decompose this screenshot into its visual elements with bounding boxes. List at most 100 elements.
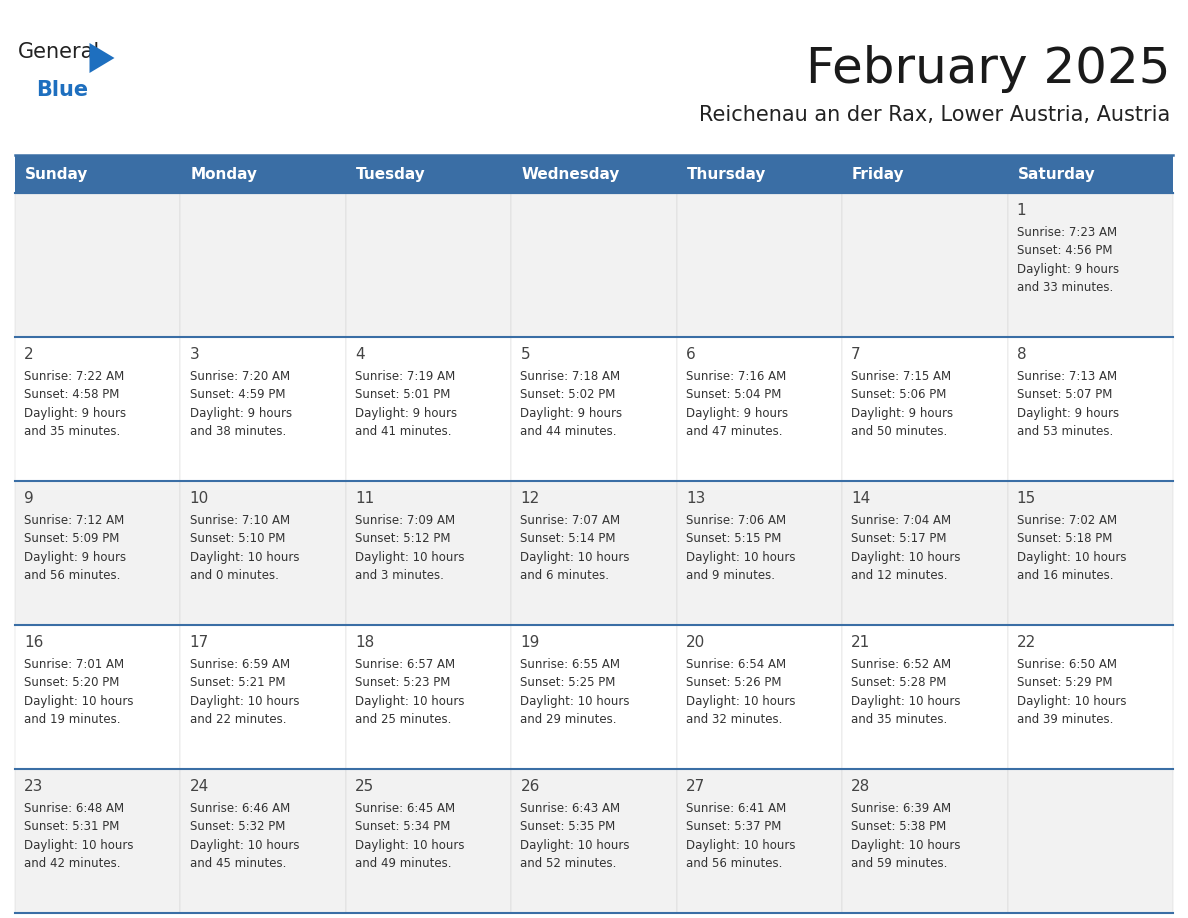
Text: Sunrise: 6:45 AM: Sunrise: 6:45 AM bbox=[355, 802, 455, 815]
Text: 8: 8 bbox=[1017, 347, 1026, 362]
Bar bbox=[677, 155, 842, 193]
Text: 20: 20 bbox=[685, 635, 704, 650]
Text: 9: 9 bbox=[24, 491, 33, 506]
Text: Sunrise: 7:02 AM: Sunrise: 7:02 AM bbox=[1017, 514, 1117, 527]
Text: and 35 minutes.: and 35 minutes. bbox=[24, 425, 120, 438]
Text: and 32 minutes.: and 32 minutes. bbox=[685, 713, 782, 726]
Text: and 41 minutes.: and 41 minutes. bbox=[355, 425, 451, 438]
Text: Sunset: 5:31 PM: Sunset: 5:31 PM bbox=[24, 821, 120, 834]
Text: Daylight: 10 hours: Daylight: 10 hours bbox=[24, 839, 133, 852]
Bar bbox=[1007, 155, 1173, 193]
Text: 18: 18 bbox=[355, 635, 374, 650]
Text: Daylight: 10 hours: Daylight: 10 hours bbox=[1017, 551, 1126, 564]
Bar bbox=[677, 625, 842, 769]
Bar bbox=[181, 155, 346, 193]
Text: Sunset: 4:56 PM: Sunset: 4:56 PM bbox=[1017, 244, 1112, 257]
Text: Sunset: 5:28 PM: Sunset: 5:28 PM bbox=[852, 677, 947, 689]
Text: Sunset: 5:34 PM: Sunset: 5:34 PM bbox=[355, 821, 450, 834]
Text: Sunset: 5:06 PM: Sunset: 5:06 PM bbox=[852, 388, 947, 401]
Bar bbox=[511, 337, 677, 481]
Bar bbox=[677, 193, 842, 337]
Text: Daylight: 9 hours: Daylight: 9 hours bbox=[24, 407, 126, 420]
Text: 3: 3 bbox=[190, 347, 200, 362]
Text: Sunset: 5:14 PM: Sunset: 5:14 PM bbox=[520, 532, 615, 545]
Text: Sunrise: 7:12 AM: Sunrise: 7:12 AM bbox=[24, 514, 125, 527]
Text: Sunrise: 7:06 AM: Sunrise: 7:06 AM bbox=[685, 514, 786, 527]
Text: and 59 minutes.: and 59 minutes. bbox=[852, 856, 948, 870]
Text: and 39 minutes.: and 39 minutes. bbox=[1017, 713, 1113, 726]
Text: and 6 minutes.: and 6 minutes. bbox=[520, 569, 609, 582]
Text: and 45 minutes.: and 45 minutes. bbox=[190, 856, 286, 870]
Text: and 19 minutes.: and 19 minutes. bbox=[24, 713, 121, 726]
Bar bbox=[677, 769, 842, 913]
Text: 4: 4 bbox=[355, 347, 365, 362]
Bar bbox=[346, 481, 511, 625]
Text: Daylight: 10 hours: Daylight: 10 hours bbox=[685, 551, 795, 564]
Text: Daylight: 10 hours: Daylight: 10 hours bbox=[1017, 695, 1126, 708]
Text: 13: 13 bbox=[685, 491, 706, 506]
Text: Sunset: 5:37 PM: Sunset: 5:37 PM bbox=[685, 821, 782, 834]
Text: and 49 minutes.: and 49 minutes. bbox=[355, 856, 451, 870]
Text: and 12 minutes.: and 12 minutes. bbox=[852, 569, 948, 582]
Bar bbox=[842, 625, 1007, 769]
Text: 21: 21 bbox=[852, 635, 871, 650]
Text: Daylight: 9 hours: Daylight: 9 hours bbox=[852, 407, 953, 420]
Bar bbox=[842, 481, 1007, 625]
Bar bbox=[677, 481, 842, 625]
Text: Sunset: 5:38 PM: Sunset: 5:38 PM bbox=[852, 821, 947, 834]
Text: 16: 16 bbox=[24, 635, 44, 650]
Text: 17: 17 bbox=[190, 635, 209, 650]
Bar bbox=[1007, 481, 1173, 625]
Text: Sunset: 5:02 PM: Sunset: 5:02 PM bbox=[520, 388, 615, 401]
Text: Saturday: Saturday bbox=[1017, 166, 1095, 182]
Text: 14: 14 bbox=[852, 491, 871, 506]
Text: Daylight: 10 hours: Daylight: 10 hours bbox=[520, 839, 630, 852]
Text: Sunrise: 7:04 AM: Sunrise: 7:04 AM bbox=[852, 514, 952, 527]
Bar bbox=[15, 481, 181, 625]
Text: Daylight: 9 hours: Daylight: 9 hours bbox=[685, 407, 788, 420]
Bar bbox=[1007, 193, 1173, 337]
Text: and 29 minutes.: and 29 minutes. bbox=[520, 713, 617, 726]
Text: 6: 6 bbox=[685, 347, 695, 362]
Text: 24: 24 bbox=[190, 779, 209, 794]
Text: Tuesday: Tuesday bbox=[355, 166, 425, 182]
Text: Blue: Blue bbox=[36, 80, 88, 100]
Text: 26: 26 bbox=[520, 779, 539, 794]
Bar bbox=[511, 155, 677, 193]
Text: and 50 minutes.: and 50 minutes. bbox=[852, 425, 948, 438]
Text: Sunset: 5:07 PM: Sunset: 5:07 PM bbox=[1017, 388, 1112, 401]
Bar bbox=[842, 155, 1007, 193]
Text: Daylight: 10 hours: Daylight: 10 hours bbox=[685, 839, 795, 852]
Bar bbox=[1007, 337, 1173, 481]
Bar bbox=[15, 769, 181, 913]
Text: Daylight: 9 hours: Daylight: 9 hours bbox=[1017, 263, 1119, 275]
Bar bbox=[15, 193, 181, 337]
Text: Sunrise: 7:15 AM: Sunrise: 7:15 AM bbox=[852, 370, 952, 383]
Bar bbox=[346, 769, 511, 913]
Bar bbox=[15, 155, 181, 193]
Text: and 0 minutes.: and 0 minutes. bbox=[190, 569, 278, 582]
Text: Sunset: 5:15 PM: Sunset: 5:15 PM bbox=[685, 532, 782, 545]
Text: Daylight: 10 hours: Daylight: 10 hours bbox=[355, 695, 465, 708]
Text: Sunset: 5:21 PM: Sunset: 5:21 PM bbox=[190, 677, 285, 689]
Text: Daylight: 9 hours: Daylight: 9 hours bbox=[1017, 407, 1119, 420]
Bar bbox=[181, 337, 346, 481]
Bar bbox=[842, 193, 1007, 337]
Text: Sunset: 5:25 PM: Sunset: 5:25 PM bbox=[520, 677, 615, 689]
Text: and 25 minutes.: and 25 minutes. bbox=[355, 713, 451, 726]
Text: 5: 5 bbox=[520, 347, 530, 362]
Text: Sunday: Sunday bbox=[25, 166, 88, 182]
Bar bbox=[181, 481, 346, 625]
Text: Daylight: 10 hours: Daylight: 10 hours bbox=[355, 551, 465, 564]
Text: Sunrise: 7:01 AM: Sunrise: 7:01 AM bbox=[24, 658, 125, 671]
Text: and 3 minutes.: and 3 minutes. bbox=[355, 569, 444, 582]
Text: Daylight: 10 hours: Daylight: 10 hours bbox=[520, 695, 630, 708]
Text: Sunset: 5:17 PM: Sunset: 5:17 PM bbox=[852, 532, 947, 545]
Text: Daylight: 9 hours: Daylight: 9 hours bbox=[190, 407, 291, 420]
Text: Sunrise: 6:50 AM: Sunrise: 6:50 AM bbox=[1017, 658, 1117, 671]
Bar bbox=[181, 769, 346, 913]
Text: Sunrise: 7:07 AM: Sunrise: 7:07 AM bbox=[520, 514, 620, 527]
Text: Sunrise: 7:09 AM: Sunrise: 7:09 AM bbox=[355, 514, 455, 527]
Text: Sunrise: 6:48 AM: Sunrise: 6:48 AM bbox=[24, 802, 125, 815]
Bar bbox=[842, 769, 1007, 913]
